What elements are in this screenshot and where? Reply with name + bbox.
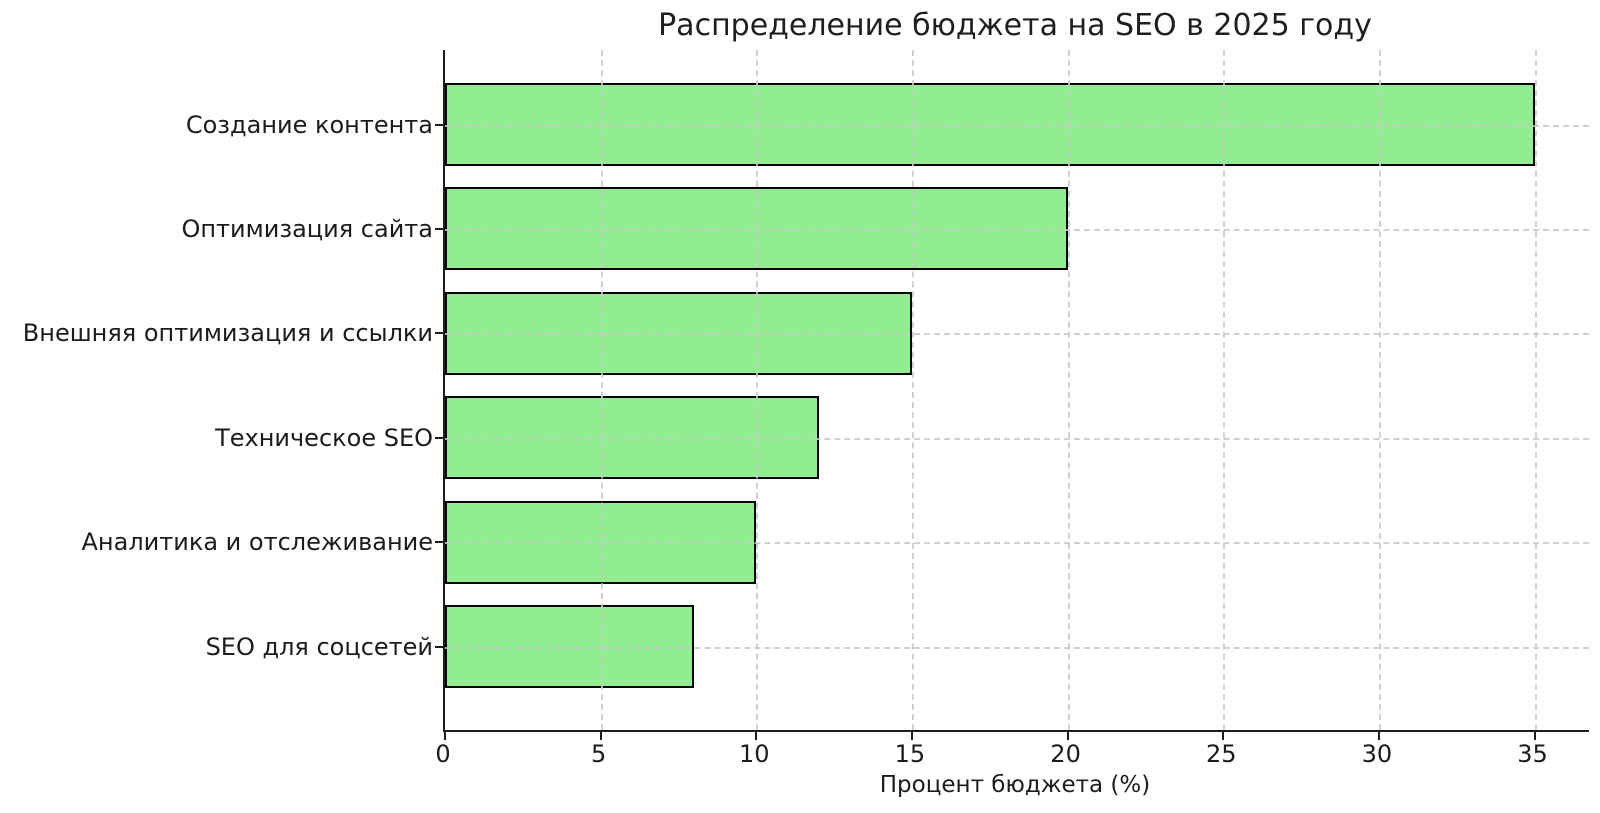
plot-area bbox=[435, 50, 1589, 740]
gridline-v-25 bbox=[1223, 50, 1226, 730]
y-tick-label-2: Оптимизация сайта bbox=[181, 214, 433, 243]
y-tick-mark-1 bbox=[435, 123, 443, 126]
y-tick-label-3: Внешняя оптимизация и ссылки bbox=[22, 319, 433, 348]
x-tick-label-0: 0 bbox=[435, 740, 451, 768]
y-tick-label-4: Техническое SEO bbox=[215, 423, 433, 452]
x-tick-mark-30 bbox=[1377, 732, 1380, 740]
x-tick-label-15: 15 bbox=[894, 740, 926, 768]
y-tick-mark-6 bbox=[435, 645, 443, 648]
x-tick-mark-15 bbox=[910, 732, 913, 740]
gridline-v-5 bbox=[600, 50, 603, 730]
gridline-v-30 bbox=[1378, 50, 1381, 730]
x-tick-mark-35 bbox=[1533, 732, 1536, 740]
gridline-v-10 bbox=[756, 50, 759, 730]
y-tick-mark-3 bbox=[435, 332, 443, 335]
x-tick-label-35: 35 bbox=[1517, 740, 1548, 768]
x-tick-mark-25 bbox=[1222, 732, 1225, 740]
gridline-v-15 bbox=[911, 50, 914, 730]
gridline-h-5 bbox=[445, 542, 1589, 545]
gridline-h-4 bbox=[445, 437, 1589, 440]
y-tick-mark-4 bbox=[435, 436, 443, 439]
y-tick-label-1: Создание контента bbox=[185, 110, 433, 139]
x-tick-label-25: 25 bbox=[1205, 740, 1237, 768]
gridline-v-35 bbox=[1534, 50, 1537, 730]
x-tick-label-30: 30 bbox=[1361, 740, 1393, 768]
x-tick-mark-5 bbox=[599, 732, 602, 740]
chart-title: Распределение бюджета на SEO в 2025 году bbox=[658, 8, 1372, 43]
gridline-h-1 bbox=[445, 124, 1589, 127]
y-tick-mark-5 bbox=[435, 541, 443, 544]
gridline-h-2 bbox=[445, 228, 1589, 231]
x-tick-label-10: 10 bbox=[739, 740, 770, 768]
gridline-h-6 bbox=[445, 646, 1589, 649]
gridline-h-3 bbox=[445, 333, 1589, 336]
y-tick-label-6: SEO для соцсетей bbox=[205, 632, 433, 661]
gridline-v-20 bbox=[1067, 50, 1070, 730]
x-tick-mark-20 bbox=[1066, 732, 1069, 740]
x-tick-mark-0 bbox=[444, 732, 446, 740]
y-tick-label-5: Аналитика и отслеживание bbox=[81, 528, 433, 557]
x-tick-label-20: 20 bbox=[1050, 740, 1081, 768]
y-tick-mark-2 bbox=[435, 227, 443, 230]
x-axis-label: Процент бюджета (%) bbox=[879, 772, 1151, 798]
x-tick-label-5: 5 bbox=[591, 740, 607, 768]
x-tick-mark-10 bbox=[755, 732, 758, 740]
